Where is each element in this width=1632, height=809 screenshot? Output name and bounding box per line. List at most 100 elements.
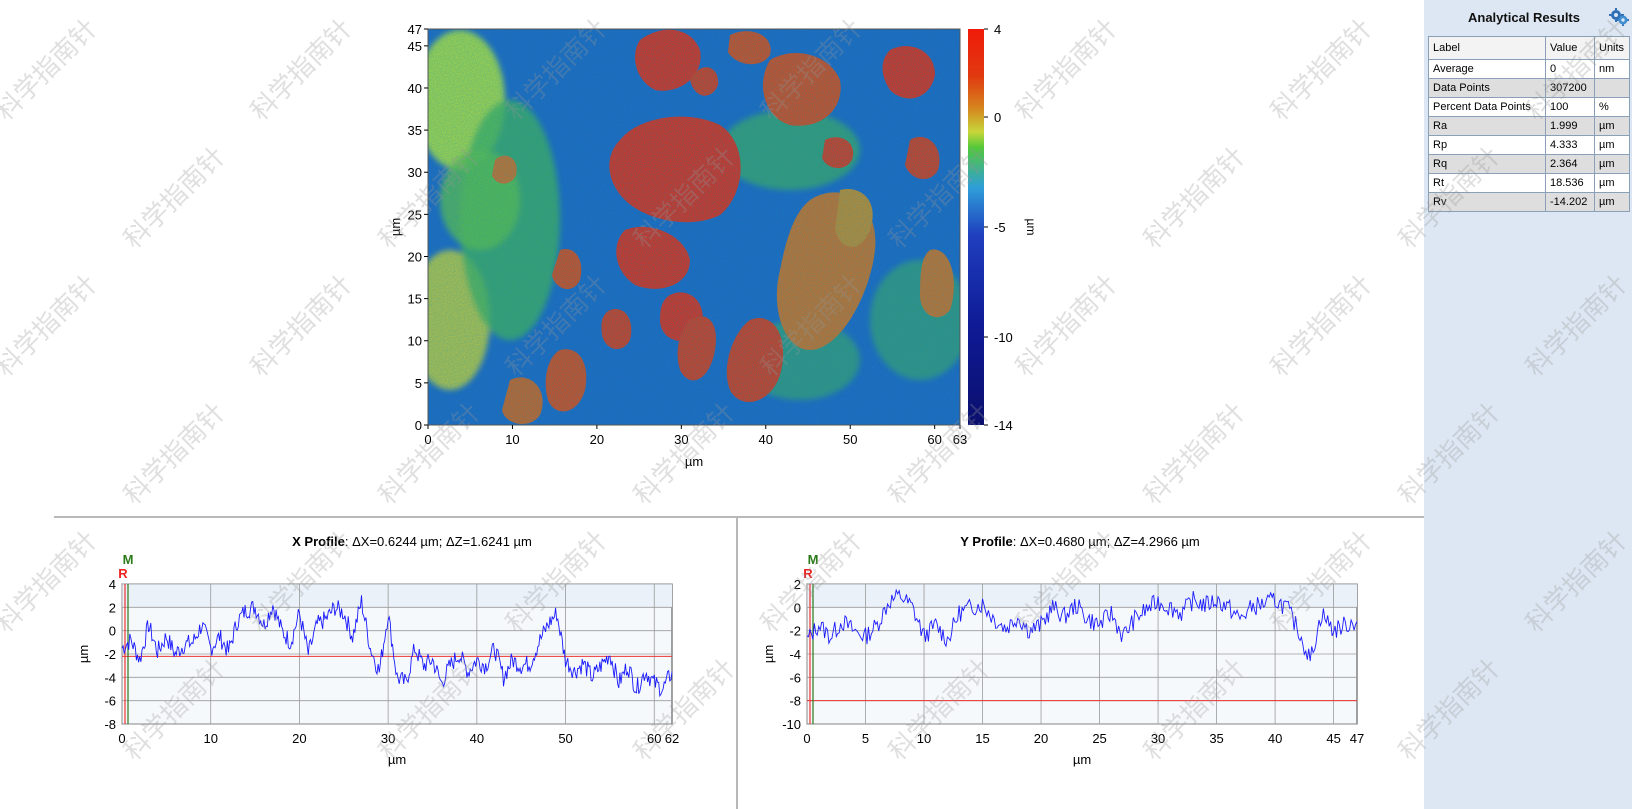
profile-x-tick-label: 40 [1268, 731, 1282, 746]
colorbar [968, 29, 984, 425]
map-y-tick-label: 20 [408, 249, 422, 264]
profile-y-tick-label: 0 [794, 600, 801, 615]
profile-x-tick-label: 0 [118, 731, 125, 746]
horizontal-divider[interactable] [54, 516, 1424, 518]
profile-x-tick-label: 47 [1350, 731, 1364, 746]
colorbar-tick-label: -10 [994, 330, 1013, 345]
results-cell-value: 2.364 [1545, 154, 1595, 174]
map-y-tick-label: 35 [408, 123, 422, 138]
map-y-tick-label: 15 [408, 292, 422, 307]
watermark-text: 科学指南针 [118, 397, 232, 511]
results-cell-value: 1.999 [1545, 116, 1595, 136]
map-y-tick-label: 5 [415, 376, 422, 391]
results-cell-units: µm [1594, 135, 1630, 155]
results-cell-value: 0 [1545, 59, 1595, 79]
results-row[interactable]: Rp 4.333 µm [1428, 135, 1630, 155]
results-cell-units [1594, 78, 1630, 98]
m-marker-label[interactable]: M [808, 552, 819, 567]
results-cell-value: 18.536 [1545, 173, 1595, 193]
map-x-tick-label: 60 [927, 432, 941, 447]
map-x-tick-label: 0 [424, 432, 431, 447]
results-row[interactable]: Percent Data Points 100% [1428, 97, 1630, 117]
gear-icon[interactable] [1608, 6, 1630, 28]
watermark-text: 科学指南针 [1265, 13, 1379, 127]
watermark-text: 科学指南针 [1265, 269, 1379, 383]
colorbar-unit-label: µm [1024, 219, 1038, 236]
map-x-tick-label: 40 [759, 432, 773, 447]
results-cell-units: µm [1594, 154, 1630, 174]
watermark-text: 科学指南针 [0, 13, 104, 127]
profile-y-tick-label: -6 [789, 670, 801, 685]
profile-band [122, 584, 672, 608]
map-y-tick-label: 10 [408, 334, 422, 349]
profile-y-tick-label: -2 [789, 624, 801, 639]
height-map-image [428, 29, 960, 425]
results-cell-label: Data Points [1428, 78, 1546, 98]
profile-x-tick-label: 20 [1034, 731, 1048, 746]
colorbar-tick-label: 0 [994, 110, 1001, 125]
map-x-tick-label: 20 [590, 432, 604, 447]
watermark-text: 科学指南针 [0, 269, 104, 383]
results-cell-label: Average [1428, 59, 1546, 79]
profile-y-tick-label: 2 [794, 577, 801, 592]
results-cell-units: % [1594, 97, 1630, 117]
results-cell-label: Rv [1428, 192, 1546, 212]
y-profile-title-bold: Y Profile [960, 534, 1013, 549]
results-cell-label: Rp [1428, 135, 1546, 155]
profile-x-axis-label: µm [388, 752, 406, 767]
watermark-text: 科学指南针 [1138, 397, 1252, 511]
results-table: Label Value Units Average 0 nm Data Points 3… [1428, 36, 1630, 212]
profile-y-tick-label: -8 [104, 717, 116, 732]
map-x-tick-label: 63 [953, 432, 967, 447]
profile-y-tick-label: -2 [104, 647, 116, 662]
results-row[interactable]: Rt 18.536 µm [1428, 173, 1630, 193]
results-cell-value: 307200 [1545, 78, 1595, 98]
map-x-tick-label: 50 [843, 432, 857, 447]
profile-x-tick-label: 20 [292, 731, 306, 746]
results-row[interactable]: Ra 1.999 µm [1428, 116, 1630, 136]
x-profile-title-bold: X Profile [292, 534, 345, 549]
map-x-tick-label: 10 [505, 432, 519, 447]
profile-x-tick-label: 30 [1151, 731, 1165, 746]
profile-y-tick-label: -10 [782, 717, 801, 732]
analytical-results-panel: Analytical Results Label Value Units Ave… [1424, 0, 1632, 809]
profile-x-tick-label: 0 [803, 731, 810, 746]
results-row[interactable]: Data Points 307200 [1428, 78, 1630, 98]
map-x-tick-label: 30 [674, 432, 688, 447]
profile-x-tick-label: 40 [470, 731, 484, 746]
map-y-tick-label: 30 [408, 165, 422, 180]
r-marker-label[interactable]: R [803, 566, 813, 581]
colorbar-tick-label: -14 [994, 418, 1013, 433]
profile-y-tick-label: -8 [789, 694, 801, 709]
map-x-axis-label: µm [685, 454, 703, 469]
results-cell-value: 100 [1545, 97, 1595, 117]
results-cell-value: 4.333 [1545, 135, 1595, 155]
col-header-value[interactable]: Value [1545, 36, 1595, 60]
results-cell-units: µm [1594, 116, 1630, 136]
results-cell-units: µm [1594, 192, 1630, 212]
results-row[interactable]: Rv -14.202 µm [1428, 192, 1630, 212]
col-header-label[interactable]: Label [1428, 36, 1546, 60]
watermark-text: 科学指南针 [245, 13, 359, 127]
map-y-tick-label: 25 [408, 207, 422, 222]
profile-x-tick-label: 5 [862, 731, 869, 746]
profile-x-tick-label: 15 [975, 731, 989, 746]
colorbar-tick-label: 4 [994, 22, 1001, 37]
map-y-tick-label: 0 [415, 418, 422, 433]
r-marker-label[interactable]: R [118, 566, 128, 581]
profile-x-axis-label: µm [1073, 752, 1091, 767]
profile-x-tick-label: 30 [381, 731, 395, 746]
x-profile-title-text: : ΔX=0.6244 µm; ΔZ=1.6241 µm [344, 534, 532, 549]
results-row[interactable]: Average 0 nm [1428, 59, 1630, 79]
profile-y-tick-label: 2 [109, 600, 116, 615]
profile-x-tick-label: 45 [1326, 731, 1340, 746]
results-row[interactable]: Rq 2.364 µm [1428, 154, 1630, 174]
m-marker-label[interactable]: M [123, 552, 134, 567]
y-profile-title: Y Profile: ΔX=0.4680 µm; ΔZ=4.2966 µm [760, 534, 1400, 549]
profile-x-tick-label: 10 [203, 731, 217, 746]
profile-y-axis-label: µm [76, 645, 91, 663]
vertical-divider[interactable] [736, 518, 738, 809]
col-header-units[interactable]: Units [1594, 36, 1630, 60]
